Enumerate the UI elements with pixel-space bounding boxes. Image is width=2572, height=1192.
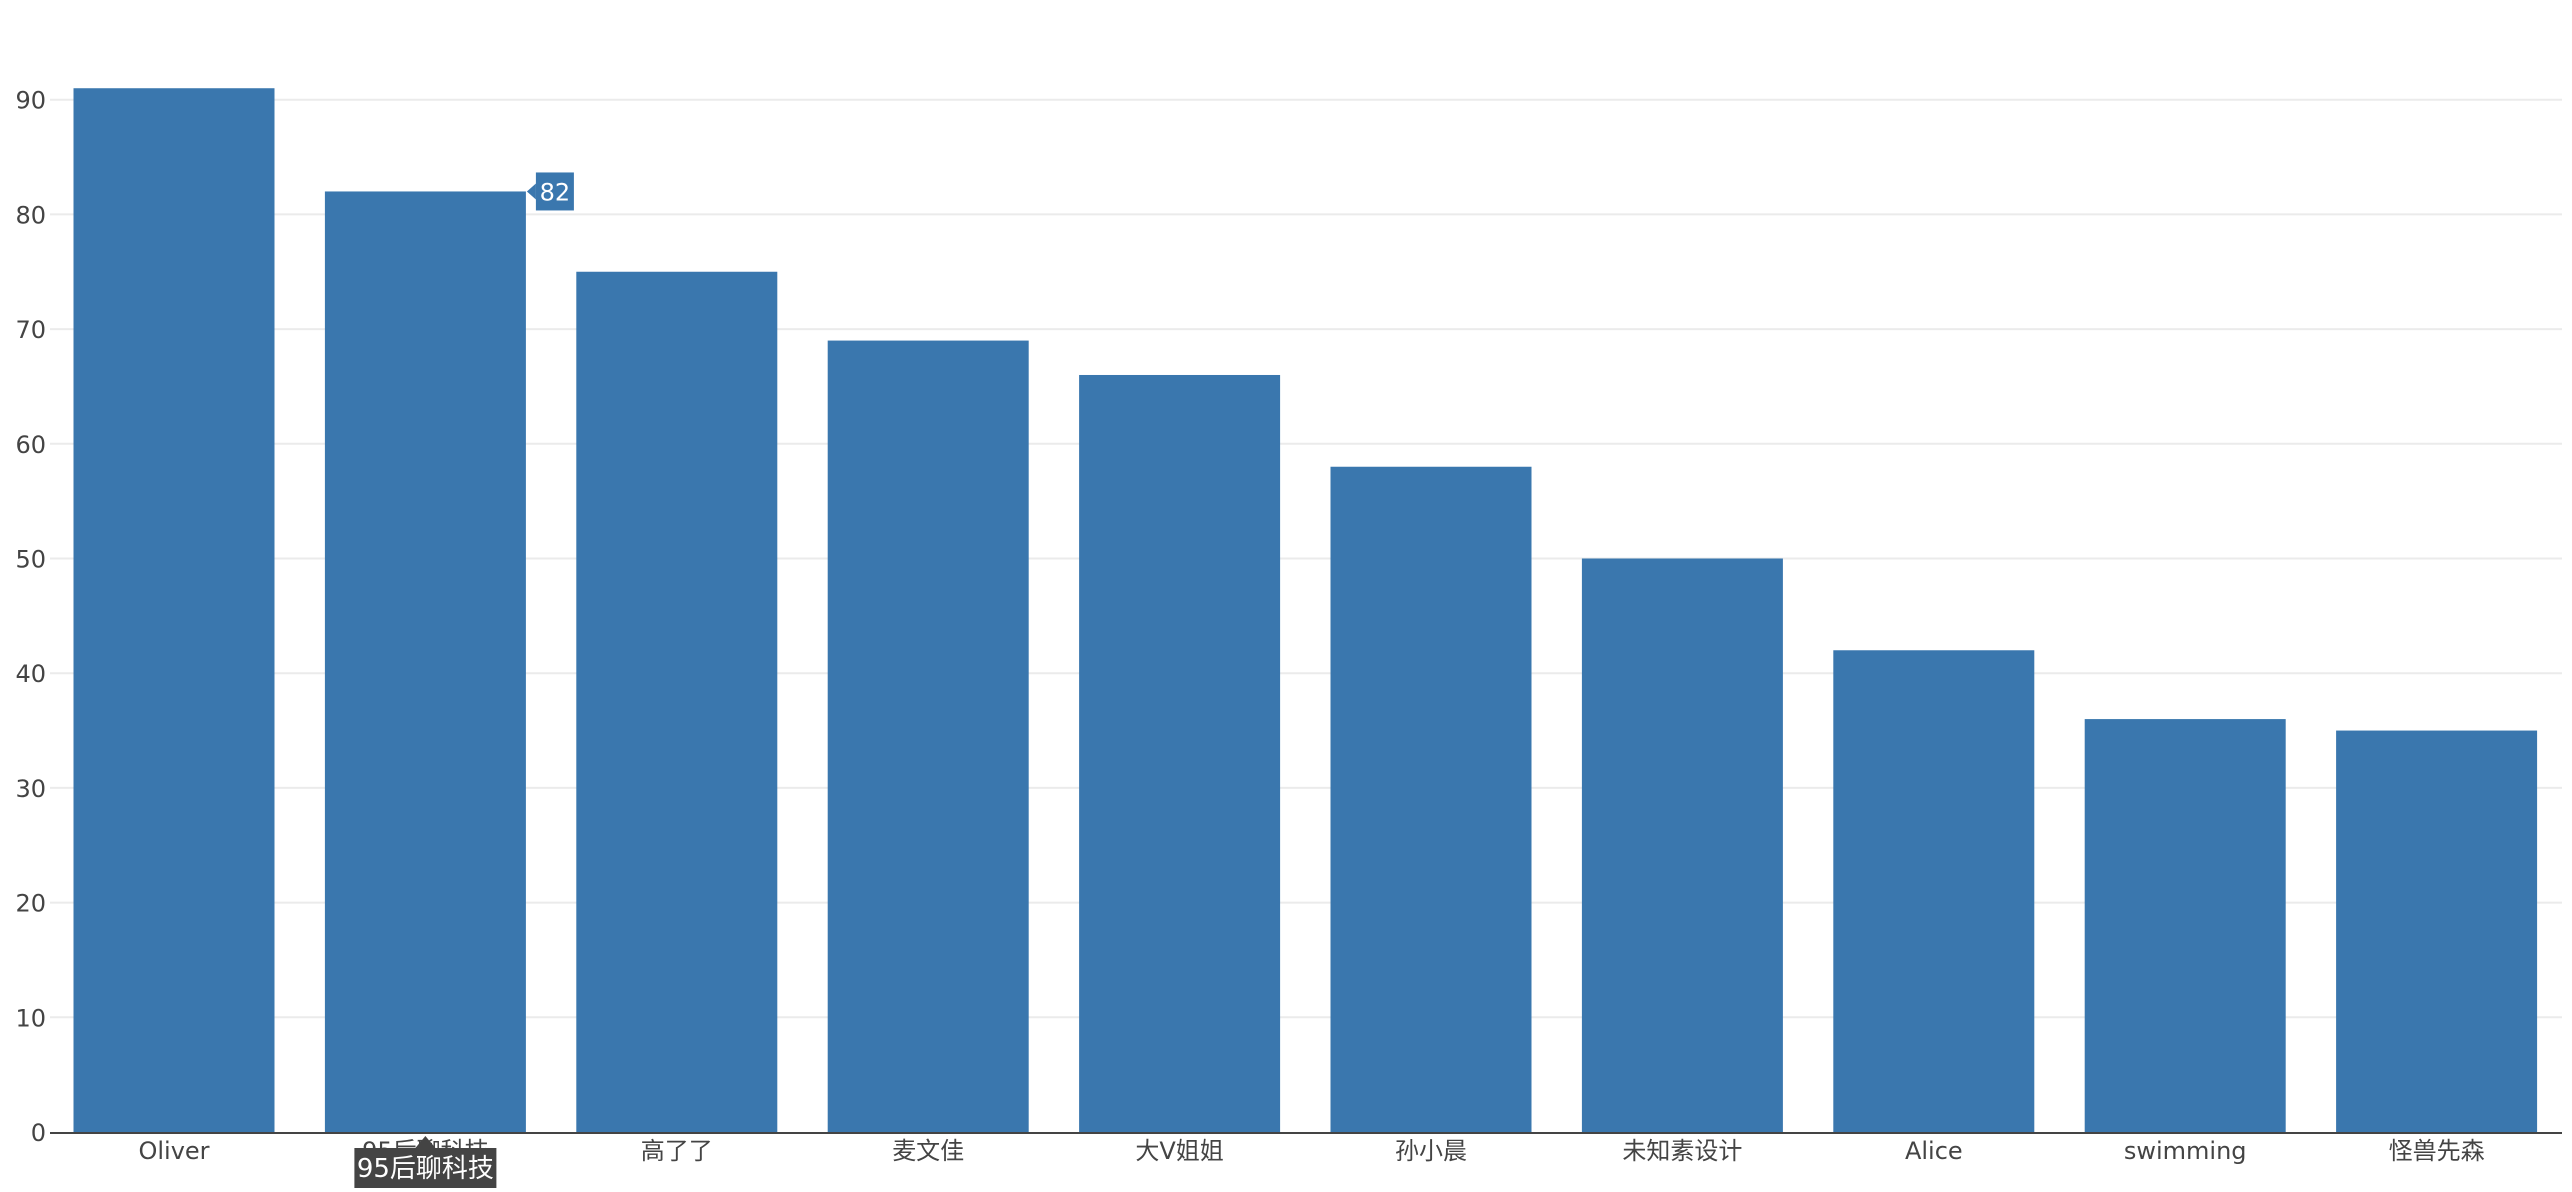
tooltip-value-box [535,172,574,211]
bar-3[interactable] [827,340,1029,1132]
x-tick-label: 怪兽先森 [2389,1137,2485,1165]
x-tick-label: 高了了 [641,1137,713,1165]
bar-1[interactable] [324,191,526,1132]
bar-6[interactable] [1581,558,1783,1133]
y-axis-tick-labels: 0 10 20 30 40 50 60 70 80 90 [15,87,46,1147]
x-tick-label: 未知素设计 [1622,1137,1742,1165]
bars [73,88,2538,1133]
bar-2[interactable] [576,271,778,1132]
tooltip-value-pointer [526,183,536,200]
y-tick-label: 30 [15,775,46,803]
y-tick-label: 50 [15,546,46,574]
tooltip-category-label: 95后聊科技 [357,1154,494,1184]
bar-4[interactable] [1079,374,1281,1133]
x-tick-label: Alice [1905,1137,1963,1165]
x-tick-label: 大V姐姐 [1135,1137,1223,1165]
x-tick-label: 孙小晨 [1395,1137,1467,1165]
tooltip-value-label: 82 [540,178,571,206]
bar-0[interactable] [73,88,275,1133]
bar-7[interactable] [1833,650,2035,1132]
y-tick-label: 0 [31,1119,46,1147]
hover-tooltip: 82 95后聊科技 [354,172,574,1188]
y-tick-label: 60 [15,431,46,459]
bar-9[interactable] [2336,730,2538,1132]
y-tick-label: 70 [15,316,46,344]
x-tick-label: 麦文佳 [892,1137,964,1165]
y-tick-label: 80 [15,201,46,229]
y-tick-label: 10 [15,1004,46,1032]
x-tick-label: swimming [2124,1137,2247,1165]
y-tick-label: 20 [15,890,46,918]
y-tick-label: 40 [15,660,46,688]
x-tick-label: Oliver [138,1137,209,1165]
y-tick-label: 90 [15,87,46,115]
tooltip-category-box [354,1148,497,1188]
tooltip-category-pointer [415,1136,436,1148]
bar-5[interactable] [1330,466,1532,1132]
bar-8[interactable] [2084,719,2286,1132]
